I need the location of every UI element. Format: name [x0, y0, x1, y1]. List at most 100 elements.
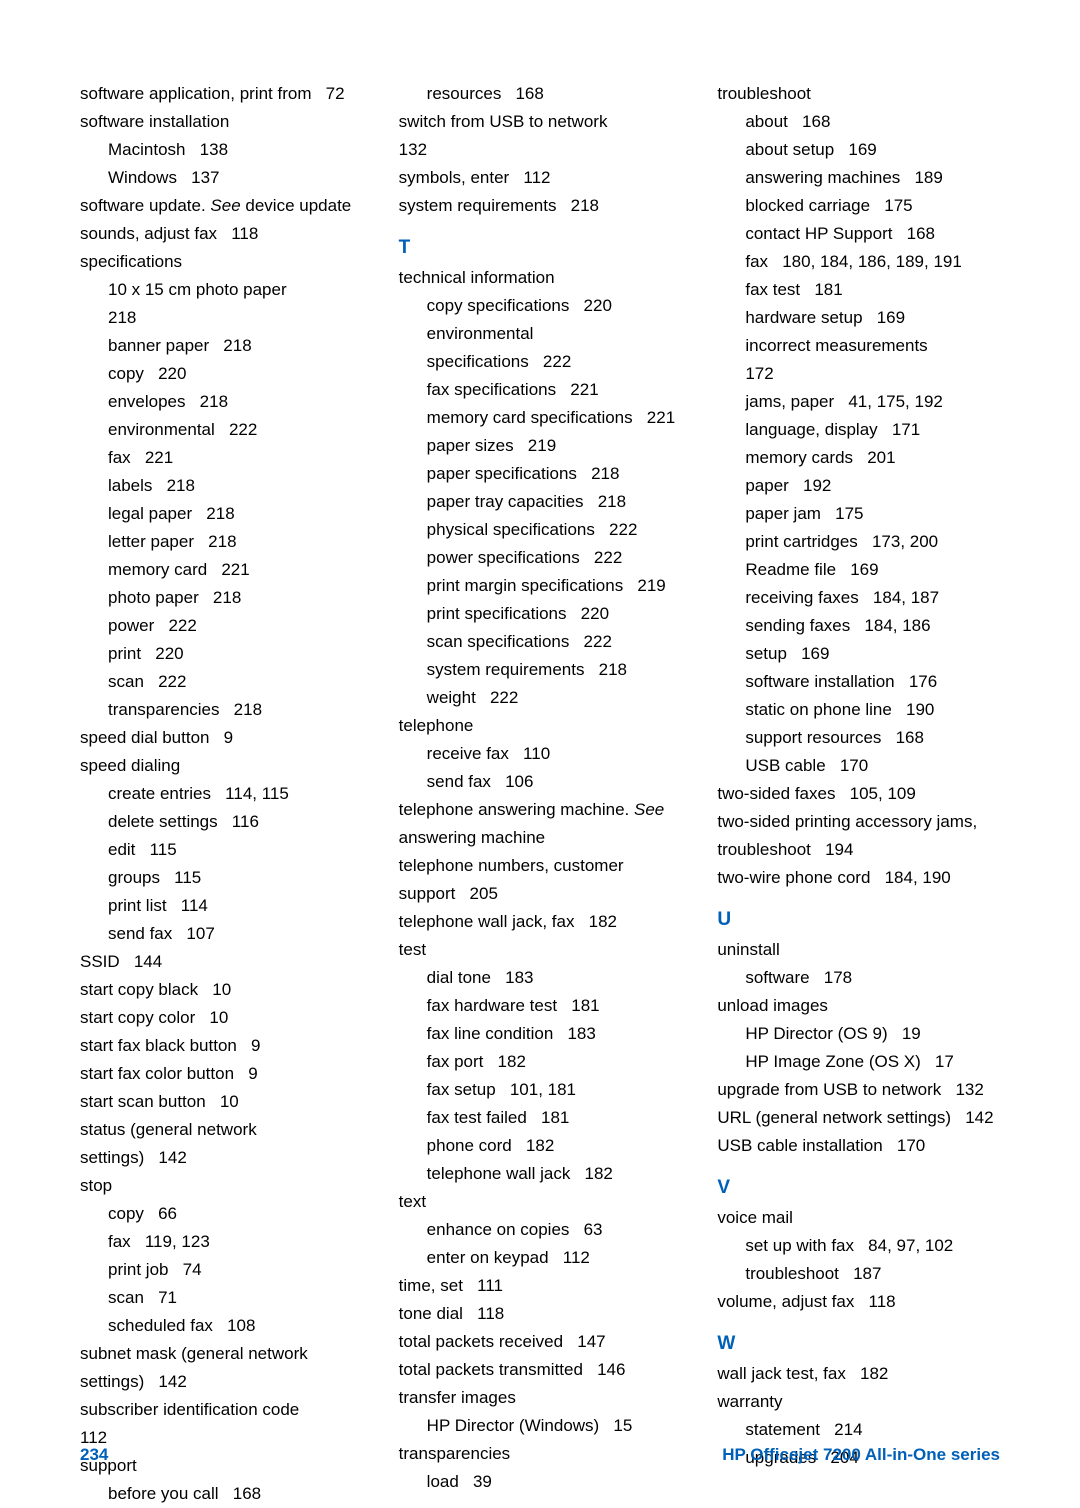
index-term: copy [108, 1204, 144, 1223]
index-pages: 118 [217, 224, 258, 243]
index-entry: transfer images [399, 1384, 682, 1412]
index-entry: print margin specifications 219 [399, 572, 682, 600]
index-entry: statement 214 [717, 1416, 1000, 1444]
index-term: memory cards [745, 448, 853, 467]
index-pages: 142 [144, 1372, 187, 1391]
index-pages: 112 [549, 1248, 590, 1267]
index-term: legal paper [108, 504, 192, 523]
index-entry: stop [80, 1172, 363, 1200]
index-term: print margin specifications [427, 576, 624, 595]
index-entry: send fax 107 [80, 920, 363, 948]
index-term: static on phone line [745, 700, 892, 719]
index-pages: 114, 115 [211, 784, 289, 803]
index-entry: copy 66 [80, 1200, 363, 1228]
index-entry: software installation 176 [717, 668, 1000, 696]
index-pages: 184, 186 [850, 616, 930, 635]
index-term: total packets transmitted [399, 1360, 583, 1379]
index-entry: load 39 [399, 1468, 682, 1496]
index-pages: 189 [900, 168, 943, 187]
index-term: speed dial button [80, 728, 210, 747]
index-entry: environmental 222 [80, 416, 363, 444]
index-entry: specifications [80, 248, 363, 276]
index-term: start copy color [80, 1008, 195, 1027]
index-entry: environmental specifications 222 [399, 320, 682, 376]
index-entry: text [399, 1188, 682, 1216]
index-entry: memory card specifications 221 [399, 404, 682, 432]
index-pages: 168 [219, 1484, 262, 1503]
index-pages: 112 [509, 168, 550, 187]
index-entry: fax hardware test 181 [399, 992, 682, 1020]
index-entry: start fax color button 9 [80, 1060, 363, 1088]
index-entry: HP Director (OS 9) 19 [717, 1020, 1000, 1048]
index-term: software installation [745, 672, 894, 691]
index-pages: 111 [463, 1276, 503, 1295]
index-entry: telephone [399, 712, 682, 740]
index-term: fax setup [427, 1080, 496, 1099]
index-pages: 222 [529, 352, 572, 371]
index-entry: power 222 [80, 612, 363, 640]
index-term: subscriber identification code [80, 1400, 299, 1419]
index-entry: scan specifications 222 [399, 628, 682, 656]
index-pages: 182 [570, 1164, 613, 1183]
index-term: USB cable [745, 756, 825, 775]
index-term: start fax black button [80, 1036, 237, 1055]
index-term: copy specifications [427, 296, 570, 315]
index-pages: 107 [172, 924, 215, 943]
index-term: banner paper [108, 336, 209, 355]
index-pages: 194 [811, 840, 854, 859]
index-pages: 182 [574, 912, 617, 931]
index-pages: 218 [186, 392, 229, 411]
index-entry: set up with fax 84, 97, 102 [717, 1232, 1000, 1260]
index-term: print specifications [427, 604, 567, 623]
index-term: SSID [80, 952, 120, 971]
index-term: transfer images [399, 1388, 516, 1407]
index-term: telephone wall jack [427, 1164, 571, 1183]
index-term: unload images [717, 996, 828, 1015]
index-term: receiving faxes [745, 588, 858, 607]
index-entry: print job 74 [80, 1256, 363, 1284]
index-term: receive fax [427, 744, 509, 763]
index-term: delete settings [108, 812, 218, 831]
index-term: software update. See device update [80, 196, 351, 215]
index-entry: paper sizes 219 [399, 432, 682, 460]
index-pages: 74 [168, 1260, 201, 1279]
index-entry: receive fax 110 [399, 740, 682, 768]
index-pages: 221 [131, 448, 174, 467]
index-term: envelopes [108, 392, 186, 411]
index-entry: software 178 [717, 964, 1000, 992]
index-pages: 218 [584, 492, 627, 511]
index-pages: 168 [892, 224, 935, 243]
index-pages: 218 [192, 504, 235, 523]
index-term: fax [745, 252, 768, 271]
index-term: resources [427, 84, 502, 103]
index-entry: test [399, 936, 682, 964]
index-term: Windows [108, 168, 177, 187]
product-name: HP Officejet 7200 All-in-One series [722, 1445, 1000, 1465]
index-term: print [108, 644, 141, 663]
index-pages: 115 [135, 840, 176, 859]
index-entry: about 168 [717, 108, 1000, 136]
index-term: wall jack test, fax [717, 1364, 846, 1383]
index-entry: banner paper 218 [80, 332, 363, 360]
index-pages: 9 [234, 1064, 258, 1083]
index-term: fax specifications [427, 380, 556, 399]
index-pages: 137 [177, 168, 220, 187]
index-pages: 219 [623, 576, 666, 595]
index-term: enter on keypad [427, 1248, 549, 1267]
index-term: start scan button [80, 1092, 206, 1111]
index-entry: troubleshoot [717, 80, 1000, 108]
index-pages: 146 [583, 1360, 626, 1379]
index-entry: dial tone 183 [399, 964, 682, 992]
index-term: telephone wall jack, fax [399, 912, 575, 931]
index-pages: 218 [199, 588, 242, 607]
index-entry: enter on keypad 112 [399, 1244, 682, 1272]
index-term: phone cord [427, 1136, 512, 1155]
index-entry: send fax 106 [399, 768, 682, 796]
index-entry: memory cards 201 [717, 444, 1000, 472]
index-term: Readme file [745, 560, 836, 579]
index-pages: 175 [870, 196, 913, 215]
index-term: software [745, 968, 809, 987]
index-entry: uninstall [717, 936, 1000, 964]
index-entry: static on phone line 190 [717, 696, 1000, 724]
index-entry: system requirements 218 [399, 192, 682, 220]
